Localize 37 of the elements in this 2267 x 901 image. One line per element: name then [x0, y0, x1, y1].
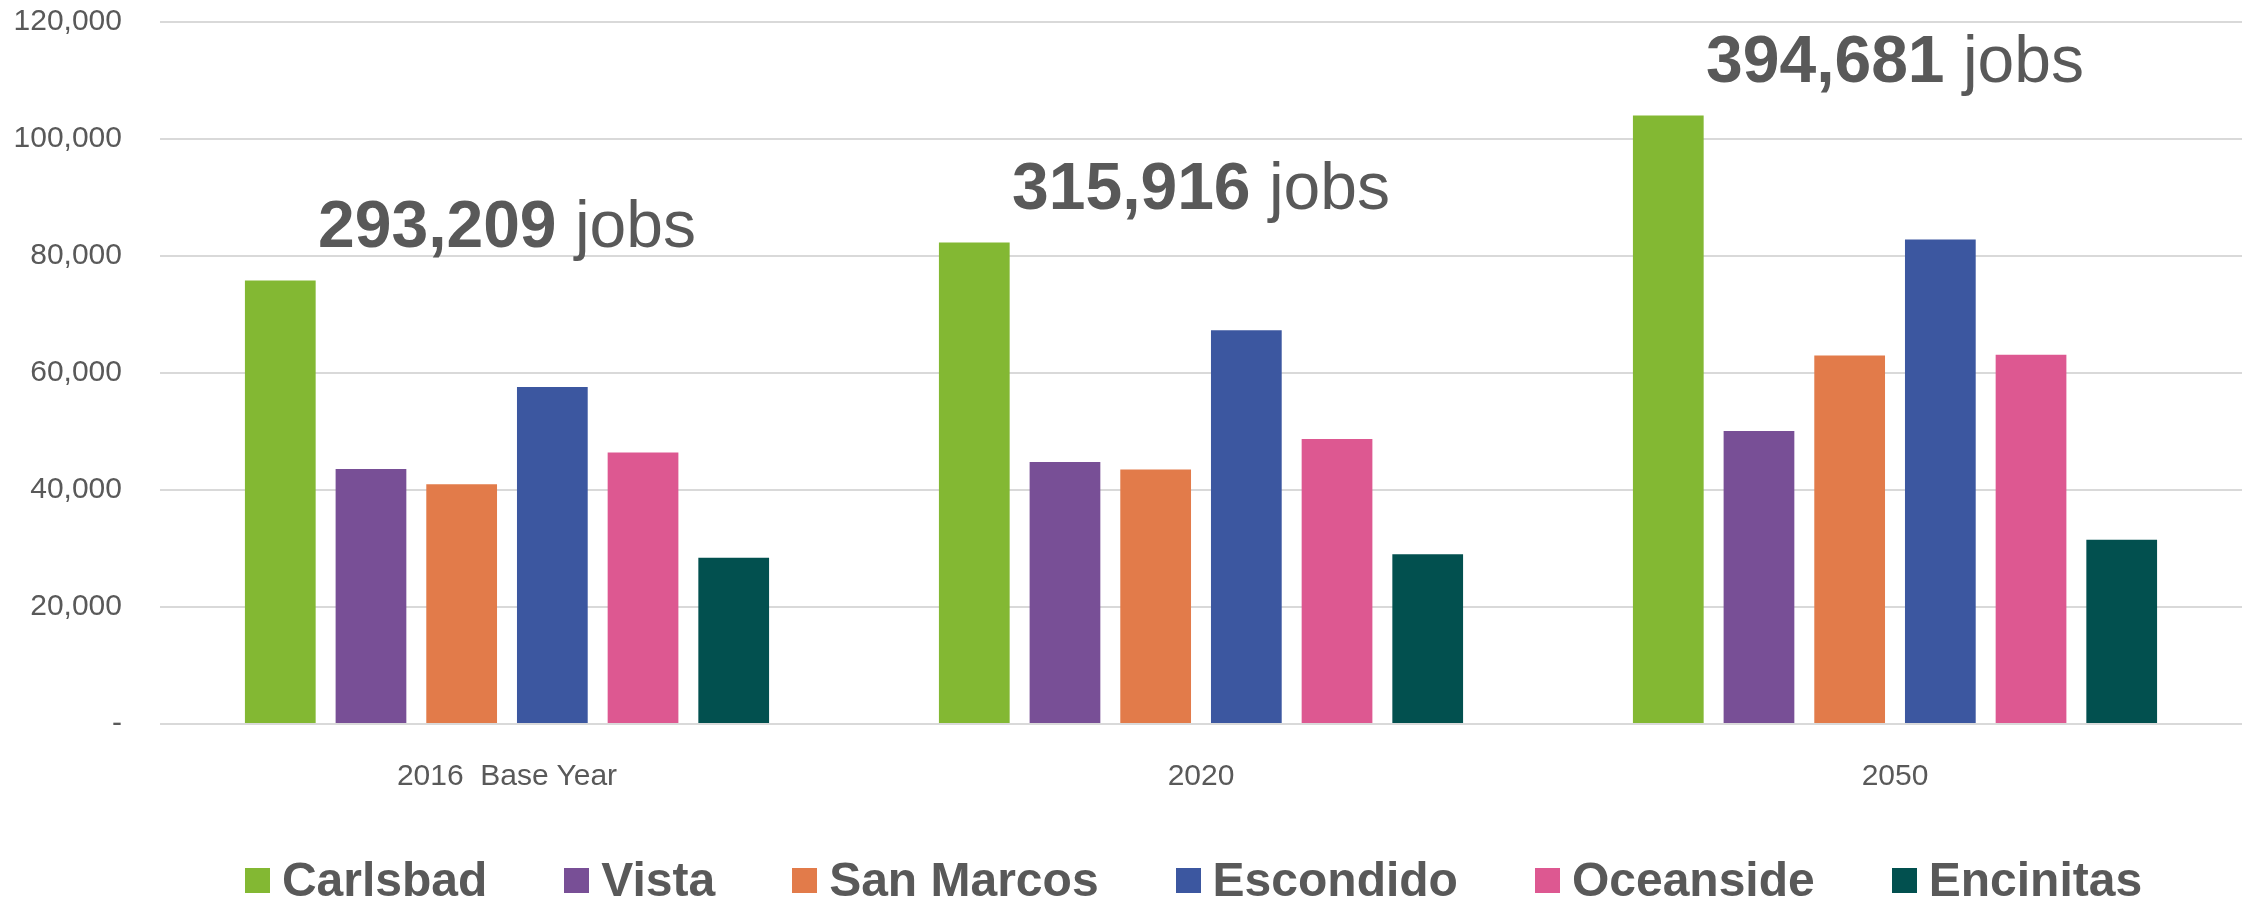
legend-label: Encinitas	[1928, 853, 2143, 901]
bar	[1995, 354, 2067, 723]
x-tick-label: 2020	[1167, 758, 1235, 792]
bar	[607, 452, 679, 723]
legend-label: Escondido	[1212, 853, 1458, 901]
bar	[938, 242, 1010, 723]
y-tick-label: 20,000	[30, 588, 122, 622]
y-tick-label: 80,000	[30, 237, 122, 271]
y-tick-label: 60,000	[30, 354, 122, 388]
bar	[1120, 469, 1192, 723]
y-tick-label: -	[112, 705, 122, 739]
bar	[1904, 239, 1976, 723]
annotation: 293,209 jobs	[318, 186, 696, 261]
bar	[335, 468, 407, 723]
legend-label: Carlsbad	[281, 853, 488, 901]
legend-label: Vista	[601, 853, 716, 901]
y-tick-label: 100,000	[13, 120, 122, 154]
bar	[1632, 115, 1704, 723]
legend-label: San Marcos	[829, 853, 1099, 901]
x-tick-label: 2016 Base Year	[396, 758, 618, 792]
bar	[1723, 430, 1795, 723]
annotation: 394,681 jobs	[1706, 21, 2084, 96]
bar	[516, 387, 588, 723]
y-tick-label: 40,000	[30, 471, 122, 505]
bar	[1210, 330, 1282, 723]
legend-label: Oceanside	[1571, 853, 1815, 901]
bar	[698, 557, 770, 723]
bar	[1392, 554, 1464, 723]
bar	[2086, 539, 2158, 723]
y-tick-label: 120,000	[13, 3, 122, 37]
bar	[244, 280, 316, 723]
x-tick-label: 2050	[1861, 758, 1929, 792]
bar	[1814, 355, 1886, 723]
bar	[1029, 461, 1101, 723]
bar	[1301, 439, 1373, 723]
annotation: 315,916 jobs	[1012, 148, 1390, 223]
bar	[426, 484, 498, 723]
